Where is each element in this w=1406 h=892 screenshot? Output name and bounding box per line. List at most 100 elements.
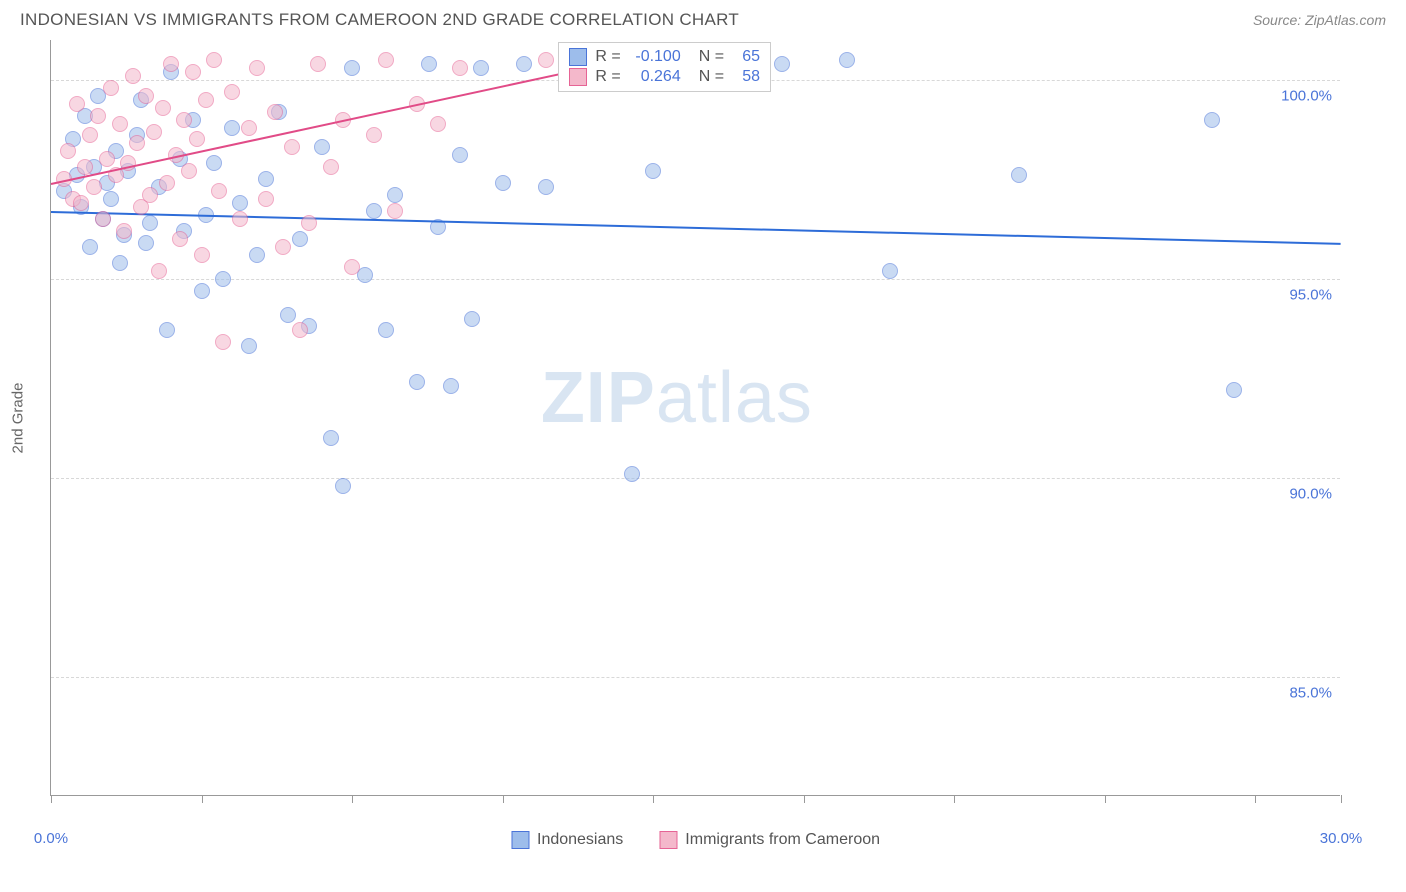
data-point [1226,382,1242,398]
data-point [232,211,248,227]
data-point [185,64,201,80]
data-point [138,88,154,104]
data-point [366,127,382,143]
data-point [464,311,480,327]
data-point [387,203,403,219]
scatter-plot: ZIPatlas 85.0%90.0%95.0%100.0%0.0%30.0%R… [50,40,1340,796]
gridline [51,478,1340,479]
data-point [211,183,227,199]
data-point [344,259,360,275]
stat-r-label: R = [595,48,620,66]
data-point [224,120,240,136]
stat-r-label: R = [595,68,620,86]
x-tick [954,795,955,803]
legend: Indonesians Immigrants from Cameroon [511,831,880,849]
data-point [284,139,300,155]
legend-label: Immigrants from Cameroon [685,831,880,849]
data-point [387,187,403,203]
legend-label: Indonesians [537,831,623,849]
data-point [138,235,154,251]
data-point [112,116,128,132]
data-point [292,231,308,247]
data-point [378,52,394,68]
data-point [882,263,898,279]
x-tick [804,795,805,803]
x-tick [653,795,654,803]
data-point [249,60,265,76]
data-point [378,322,394,338]
data-point [421,56,437,72]
y-tick-label: 95.0% [1289,286,1332,303]
stat-n-label: N = [699,68,724,86]
data-point [215,334,231,350]
data-point [112,255,128,271]
watermark: ZIPatlas [541,357,813,439]
data-point [99,151,115,167]
data-point [142,215,158,231]
chart-title: INDONESIAN VS IMMIGRANTS FROM CAMEROON 2… [20,10,739,30]
data-point [344,60,360,76]
data-point [73,195,89,211]
stats-row: R = 0.264 N = 58 [569,67,760,87]
data-point [159,322,175,338]
data-point [430,116,446,132]
legend-swatch [569,48,587,66]
data-point [538,52,554,68]
data-point [125,68,141,84]
legend-item: Indonesians [511,831,623,849]
data-point [366,203,382,219]
gridline [51,279,1340,280]
data-point [1011,167,1027,183]
data-point [60,143,76,159]
data-point [241,338,257,354]
x-tick-label: 0.0% [34,830,68,847]
data-point [129,135,145,151]
data-point [103,80,119,96]
legend-swatch [511,831,529,849]
data-point [146,124,162,140]
data-point [215,271,231,287]
data-point [443,378,459,394]
data-point [774,56,790,72]
data-point [249,247,265,263]
stat-n-value: 58 [732,68,760,86]
source-attribution: Source: ZipAtlas.com [1253,12,1386,28]
data-point [241,120,257,136]
data-point [176,112,192,128]
data-point [206,155,222,171]
data-point [224,84,240,100]
data-point [292,322,308,338]
data-point [189,131,205,147]
data-point [103,191,119,207]
data-point [280,307,296,323]
data-point [452,60,468,76]
data-point [1204,112,1220,128]
data-point [323,430,339,446]
data-point [82,239,98,255]
data-point [95,211,111,227]
stat-r-value: -0.100 [629,48,681,66]
data-point [163,56,179,72]
data-point [258,171,274,187]
stat-r-value: 0.264 [629,68,681,86]
x-tick [1341,795,1342,803]
data-point [258,191,274,207]
data-point [335,478,351,494]
data-point [538,179,554,195]
x-tick [202,795,203,803]
y-tick-label: 90.0% [1289,485,1332,502]
stat-n-label: N = [699,48,724,66]
x-tick [1255,795,1256,803]
data-point [194,247,210,263]
correlation-stats-box: R =-0.100N =65R =0.264N =58 [558,42,771,92]
data-point [275,239,291,255]
data-point [452,147,468,163]
y-axis-label: 2nd Grade [10,383,27,454]
legend-swatch [569,68,587,86]
legend-swatch [659,831,677,849]
legend-item: Immigrants from Cameroon [659,831,880,849]
x-tick [503,795,504,803]
x-tick [1105,795,1106,803]
data-point [839,52,855,68]
data-point [194,283,210,299]
